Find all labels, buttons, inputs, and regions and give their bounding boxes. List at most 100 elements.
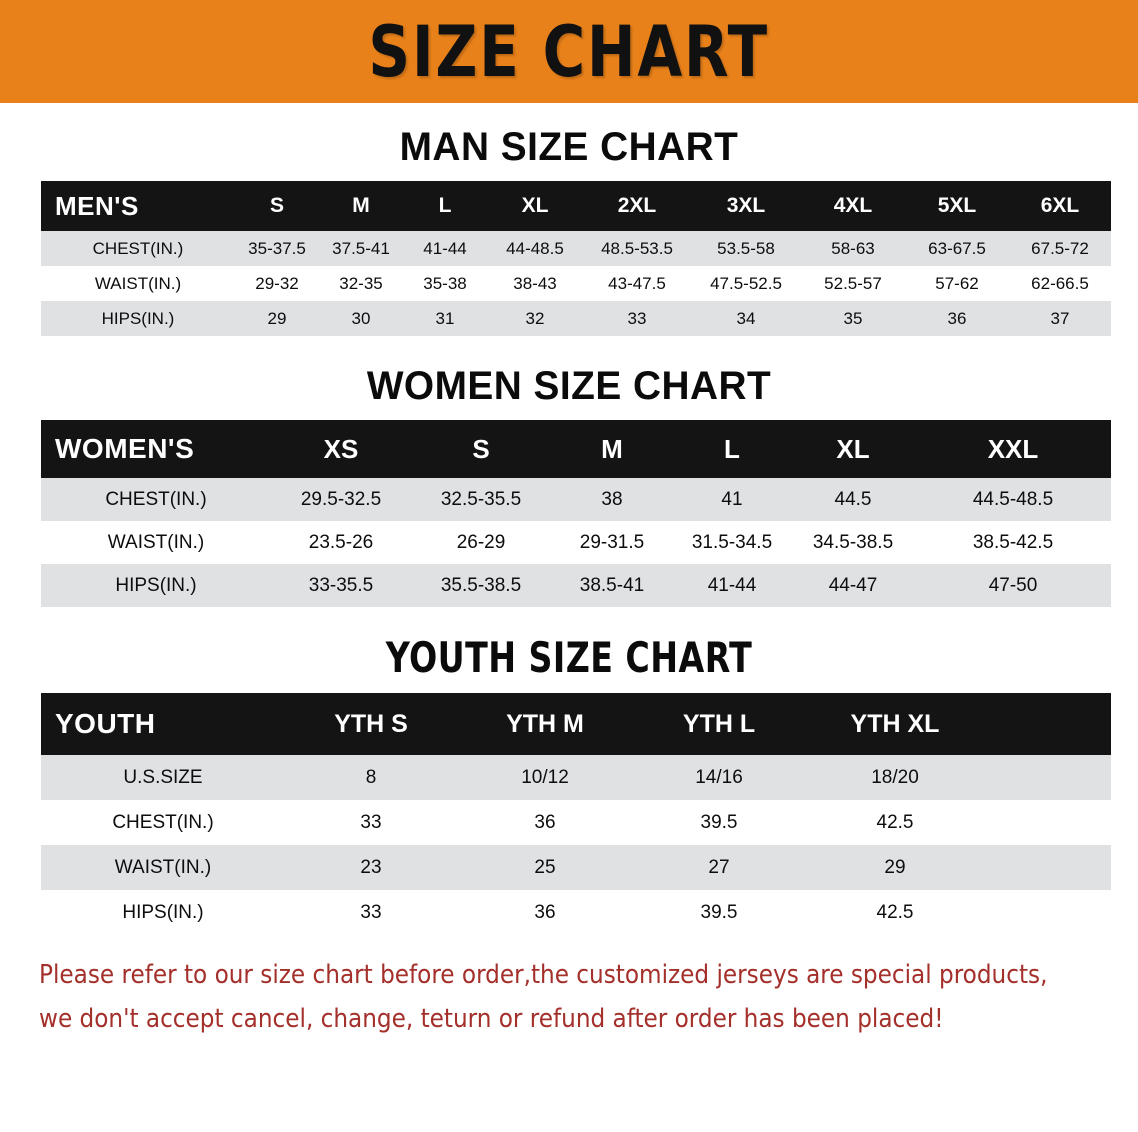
man-cell-2-6: 35 bbox=[801, 301, 905, 336]
spacer bbox=[0, 406, 1138, 420]
youth-cell-0-3: 18/20 bbox=[805, 755, 985, 800]
man-cell-2-8: 37 bbox=[1009, 301, 1111, 336]
youth-header-cell-4: YTH XL bbox=[805, 693, 985, 755]
man-table-header: MEN'S S M L XL 2XL 3XL 4XL 5XL 6XL bbox=[41, 181, 1111, 231]
women-cell-2-2: 38.5-41 bbox=[551, 564, 673, 607]
man-header-cell-8: 5XL bbox=[905, 181, 1009, 231]
women-cell-0-5: 44.5-48.5 bbox=[915, 478, 1111, 521]
man-cell-2-0: 29 bbox=[235, 301, 319, 336]
man-cell-2-4: 33 bbox=[583, 301, 691, 336]
youth-table-header: YOUTH YTH S YTH M YTH L YTH XL bbox=[41, 693, 1111, 755]
youth-cell-0-4 bbox=[985, 755, 1111, 800]
youth-cell-1-0: 33 bbox=[285, 800, 457, 845]
man-cell-0-1: 37.5-41 bbox=[319, 231, 403, 266]
youth-cell-2-4 bbox=[985, 845, 1111, 890]
man-cell-0-0: 35-37.5 bbox=[235, 231, 319, 266]
youth-size-table: YOUTH YTH S YTH M YTH L YTH XL U.S.SIZE … bbox=[41, 693, 1111, 935]
table-header-row: MEN'S S M L XL 2XL 3XL 4XL 5XL 6XL bbox=[41, 181, 1111, 231]
youth-header-cell-0: YOUTH bbox=[41, 693, 285, 755]
youth-section-title: YOUTH SIZE CHART bbox=[385, 633, 753, 682]
women-cell-2-4: 44-47 bbox=[791, 564, 915, 607]
man-row-label-1: WAIST(IN.) bbox=[41, 266, 235, 301]
man-cell-1-6: 52.5-57 bbox=[801, 266, 905, 301]
table-header-row: WOMEN'S XS S M L XL XXL bbox=[41, 420, 1111, 478]
man-cell-0-5: 53.5-58 bbox=[691, 231, 801, 266]
disclaimer-note: Please refer to our size chart before or… bbox=[39, 953, 1088, 1041]
man-cell-0-8: 67.5-72 bbox=[1009, 231, 1111, 266]
women-cell-2-1: 35.5-38.5 bbox=[411, 564, 551, 607]
women-cell-1-3: 31.5-34.5 bbox=[673, 521, 791, 564]
youth-header-cell-2: YTH M bbox=[457, 693, 633, 755]
man-header-cell-0: MEN'S bbox=[41, 181, 235, 231]
youth-header-cell-3: YTH L bbox=[633, 693, 805, 755]
man-header-cell-7: 4XL bbox=[801, 181, 905, 231]
youth-cell-0-1: 10/12 bbox=[457, 755, 633, 800]
women-cell-1-5: 38.5-42.5 bbox=[915, 521, 1111, 564]
table-row: CHEST(IN.) 33 36 39.5 42.5 bbox=[41, 800, 1111, 845]
man-cell-1-4: 43-47.5 bbox=[583, 266, 691, 301]
man-header-cell-4: XL bbox=[487, 181, 583, 231]
man-section-title: MAN SIZE CHART bbox=[399, 125, 739, 169]
disclaimer-line-1: Please refer to our size chart before or… bbox=[39, 960, 1048, 990]
women-table-header: WOMEN'S XS S M L XL XXL bbox=[41, 420, 1111, 478]
women-header-cell-3: M bbox=[551, 420, 673, 478]
women-table-container: WOMEN'S XS S M L XL XXL CHEST(IN.) 29.5-… bbox=[41, 420, 1111, 607]
women-cell-0-1: 32.5-35.5 bbox=[411, 478, 551, 521]
women-row-label-2: HIPS(IN.) bbox=[41, 564, 271, 607]
table-row: CHEST(IN.) 29.5-32.5 32.5-35.5 38 41 44.… bbox=[41, 478, 1111, 521]
man-header-cell-9: 6XL bbox=[1009, 181, 1111, 231]
page-title: SIZE CHART bbox=[368, 10, 770, 93]
man-table-container: MEN'S S M L XL 2XL 3XL 4XL 5XL 6XL CHEST… bbox=[41, 181, 1111, 336]
man-cell-0-7: 63-67.5 bbox=[905, 231, 1009, 266]
women-cell-0-3: 41 bbox=[673, 478, 791, 521]
women-cell-2-5: 47-50 bbox=[915, 564, 1111, 607]
youth-table-body: U.S.SIZE 8 10/12 14/16 18/20 CHEST(IN.) … bbox=[41, 755, 1111, 935]
man-cell-2-3: 32 bbox=[487, 301, 583, 336]
man-cell-0-3: 44-48.5 bbox=[487, 231, 583, 266]
table-row: WAIST(IN.) 23 25 27 29 bbox=[41, 845, 1111, 890]
youth-header-cell-5 bbox=[985, 693, 1111, 755]
youth-row-label-0: U.S.SIZE bbox=[41, 755, 285, 800]
youth-cell-3-0: 33 bbox=[285, 890, 457, 935]
youth-row-label-2: WAIST(IN.) bbox=[41, 845, 285, 890]
table-row: WAIST(IN.) 23.5-26 26-29 29-31.5 31.5-34… bbox=[41, 521, 1111, 564]
women-cell-2-3: 41-44 bbox=[673, 564, 791, 607]
youth-cell-3-4 bbox=[985, 890, 1111, 935]
women-cell-0-2: 38 bbox=[551, 478, 673, 521]
youth-cell-2-0: 23 bbox=[285, 845, 457, 890]
table-header-row: YOUTH YTH S YTH M YTH L YTH XL bbox=[41, 693, 1111, 755]
man-row-label-0: CHEST(IN.) bbox=[41, 231, 235, 266]
women-row-label-1: WAIST(IN.) bbox=[41, 521, 271, 564]
youth-cell-3-2: 39.5 bbox=[633, 890, 805, 935]
man-cell-0-2: 41-44 bbox=[403, 231, 487, 266]
man-row-label-2: HIPS(IN.) bbox=[41, 301, 235, 336]
women-header-cell-1: XS bbox=[271, 420, 411, 478]
table-row: WAIST(IN.) 29-32 32-35 35-38 38-43 43-47… bbox=[41, 266, 1111, 301]
youth-cell-2-2: 27 bbox=[633, 845, 805, 890]
table-row: CHEST(IN.) 35-37.5 37.5-41 41-44 44-48.5… bbox=[41, 231, 1111, 266]
women-cell-0-4: 44.5 bbox=[791, 478, 915, 521]
man-size-table: MEN'S S M L XL 2XL 3XL 4XL 5XL 6XL CHEST… bbox=[41, 181, 1111, 336]
man-cell-2-1: 30 bbox=[319, 301, 403, 336]
man-cell-1-1: 32-35 bbox=[319, 266, 403, 301]
women-cell-2-0: 33-35.5 bbox=[271, 564, 411, 607]
man-cell-1-2: 35-38 bbox=[403, 266, 487, 301]
youth-table-container: YOUTH YTH S YTH M YTH L YTH XL U.S.SIZE … bbox=[41, 693, 1111, 935]
page-banner: SIZE CHART bbox=[0, 0, 1138, 103]
spacer bbox=[0, 167, 1138, 181]
youth-cell-0-2: 14/16 bbox=[633, 755, 805, 800]
women-cell-1-0: 23.5-26 bbox=[271, 521, 411, 564]
table-row: U.S.SIZE 8 10/12 14/16 18/20 bbox=[41, 755, 1111, 800]
man-header-cell-6: 3XL bbox=[691, 181, 801, 231]
man-cell-1-7: 57-62 bbox=[905, 266, 1009, 301]
youth-cell-1-3: 42.5 bbox=[805, 800, 985, 845]
youth-cell-2-3: 29 bbox=[805, 845, 985, 890]
youth-row-label-1: CHEST(IN.) bbox=[41, 800, 285, 845]
youth-cell-1-4 bbox=[985, 800, 1111, 845]
man-cell-1-3: 38-43 bbox=[487, 266, 583, 301]
women-header-cell-0: WOMEN'S bbox=[41, 420, 271, 478]
man-header-cell-2: M bbox=[319, 181, 403, 231]
man-cell-2-2: 31 bbox=[403, 301, 487, 336]
youth-cell-1-1: 36 bbox=[457, 800, 633, 845]
women-cell-1-2: 29-31.5 bbox=[551, 521, 673, 564]
